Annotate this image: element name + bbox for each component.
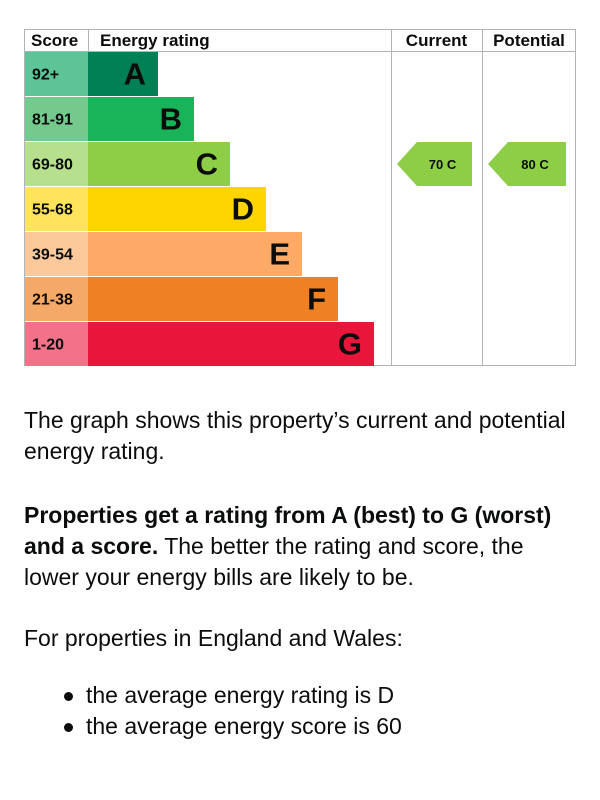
rating-bar-d [88,187,266,231]
rating-letter: G [338,327,362,362]
rating-explanation-bold: Properties get a rating from A (best) to… [24,502,552,559]
chart-headers: Score Energy rating Current Potential [31,31,565,50]
score-range-label: 92+ [32,67,59,84]
rating-letter: F [307,282,326,317]
rating-explanation: Properties get a rating from A (best) to… [24,500,584,593]
list-item: the average energy score is 60 [24,711,402,742]
score-cell [25,97,88,141]
header-current: Current [406,31,468,50]
score-cell [25,232,88,276]
current-rating-label: 70 C [429,157,457,172]
rating-bar-f [88,277,338,321]
rating-letter: B [160,102,182,137]
potential-rating-label: 80 C [521,157,549,172]
score-cell [25,142,88,186]
score-range-label: 39-54 [32,247,73,264]
graph-description: The graph shows this property’s current … [24,407,566,464]
rating-bar-a [88,52,158,96]
rating-letter: C [196,147,218,182]
rating-bands: 92+ A 81-91 B 69-80 C 55-68 D 39-54 E 21-38 F 1-20 G [25,52,374,366]
averages-list: the average energy rating is D the averag… [24,680,402,742]
list-item: the average energy rating is D [24,680,402,711]
rating-arrows: 70 C 80 C [397,142,566,186]
bullet-icon [64,723,73,732]
rating-explanation-rest: The better the rating and score, the low… [24,533,524,590]
score-range-label: 81-91 [32,112,73,129]
header-energy-rating: Energy rating [100,31,210,50]
potential-arrow [488,142,566,186]
rating-letter: D [232,192,254,227]
score-range-label: 21-38 [32,292,73,309]
score-range-label: 55-68 [32,202,73,219]
score-cell [25,187,88,231]
rating-letter: A [124,57,146,92]
current-arrow [397,142,472,186]
averages-intro: For properties in England and Wales: [24,625,403,651]
score-range-label: 1-20 [32,337,64,354]
score-cell [25,52,88,96]
score-cell [25,277,88,321]
rating-bar-g [88,322,374,366]
list-item-text: the average energy rating is D [86,682,395,708]
rating-bar-c [88,142,230,186]
bullet-icon [64,692,73,701]
rating-bar-b [88,97,194,141]
list-item-text: the average energy score is 60 [86,713,402,739]
score-range-label: 69-80 [32,157,73,174]
header-score: Score [31,31,78,50]
score-cell [25,322,88,366]
energy-rating-chart: Score Energy rating Current Potential 92… [24,29,576,366]
rating-letter: E [269,237,290,272]
header-potential: Potential [493,31,565,50]
rating-bar-e [88,232,302,276]
